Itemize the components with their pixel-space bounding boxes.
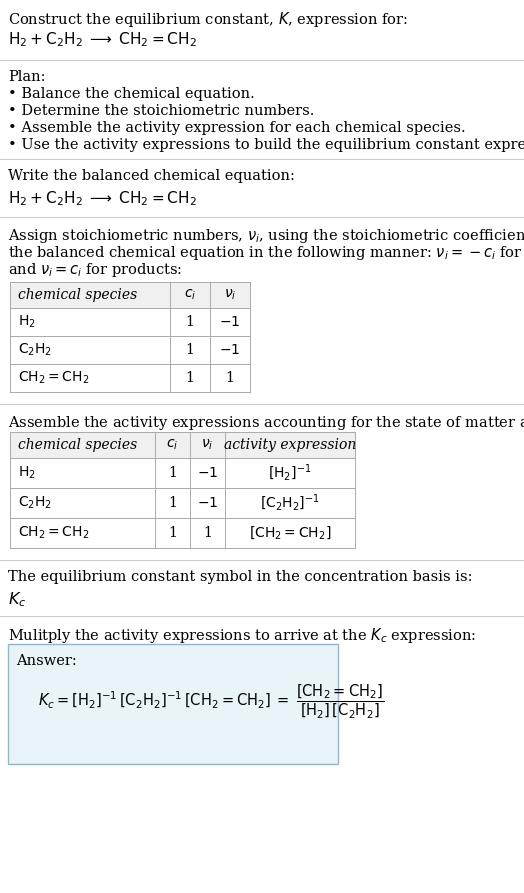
Text: 1: 1 xyxy=(185,343,194,357)
FancyBboxPatch shape xyxy=(8,644,338,764)
Text: • Use the activity expressions to build the equilibrium constant expression.: • Use the activity expressions to build … xyxy=(8,138,524,152)
Text: $c_i$: $c_i$ xyxy=(184,288,196,302)
FancyBboxPatch shape xyxy=(10,488,355,518)
Text: activity expression: activity expression xyxy=(224,438,356,452)
Text: $\rm H_2$: $\rm H_2$ xyxy=(18,313,36,330)
FancyBboxPatch shape xyxy=(10,432,355,458)
Text: $\rm CH_2{=}CH_2$: $\rm CH_2{=}CH_2$ xyxy=(18,370,90,386)
Text: $\rm H_2 + C_2H_2 \;\longrightarrow\; CH_2{=}CH_2$: $\rm H_2 + C_2H_2 \;\longrightarrow\; CH… xyxy=(8,189,196,208)
Text: Construct the equilibrium constant, $K$, expression for:: Construct the equilibrium constant, $K$,… xyxy=(8,10,408,29)
Text: Assign stoichiometric numbers, $\nu_i$, using the stoichiometric coefficients, $: Assign stoichiometric numbers, $\nu_i$, … xyxy=(8,227,524,245)
FancyBboxPatch shape xyxy=(10,308,250,336)
Text: $-1$: $-1$ xyxy=(197,466,218,480)
Text: $[\rm C_2H_2]^{-1}$: $[\rm C_2H_2]^{-1}$ xyxy=(260,493,320,513)
Text: $\rm C_2H_2$: $\rm C_2H_2$ xyxy=(18,495,52,511)
FancyBboxPatch shape xyxy=(10,336,250,364)
Text: and $\nu_i = c_i$ for products:: and $\nu_i = c_i$ for products: xyxy=(8,261,182,279)
Text: Plan:: Plan: xyxy=(8,70,46,84)
Text: the balanced chemical equation in the following manner: $\nu_i = -c_i$ for react: the balanced chemical equation in the fo… xyxy=(8,244,524,262)
Text: Mulitply the activity expressions to arrive at the $K_c$ expression:: Mulitply the activity expressions to arr… xyxy=(8,626,476,645)
Text: $[\rm H_2]^{-1}$: $[\rm H_2]^{-1}$ xyxy=(268,463,312,483)
Text: chemical species: chemical species xyxy=(18,438,137,452)
FancyBboxPatch shape xyxy=(10,282,250,308)
Text: The equilibrium constant symbol in the concentration basis is:: The equilibrium constant symbol in the c… xyxy=(8,570,473,584)
Text: $K_c$: $K_c$ xyxy=(8,590,26,609)
Text: Answer:: Answer: xyxy=(16,654,77,668)
Text: • Balance the chemical equation.: • Balance the chemical equation. xyxy=(8,87,255,101)
Text: 1: 1 xyxy=(185,315,194,329)
Text: 1: 1 xyxy=(168,466,177,480)
Text: $\nu_i$: $\nu_i$ xyxy=(201,438,214,452)
Text: $\rm CH_2{=}CH_2$: $\rm CH_2{=}CH_2$ xyxy=(18,525,90,541)
Text: • Determine the stoichiometric numbers.: • Determine the stoichiometric numbers. xyxy=(8,104,314,118)
Text: $c_i$: $c_i$ xyxy=(166,438,179,452)
Text: $-1$: $-1$ xyxy=(220,315,241,329)
Text: 1: 1 xyxy=(185,371,194,385)
Text: 1: 1 xyxy=(168,526,177,540)
Text: 1: 1 xyxy=(168,496,177,510)
FancyBboxPatch shape xyxy=(10,364,250,392)
Text: $-1$: $-1$ xyxy=(220,343,241,357)
Text: $\nu_i$: $\nu_i$ xyxy=(224,288,236,302)
Text: Assemble the activity expressions accounting for the state of matter and $\nu_i$: Assemble the activity expressions accoun… xyxy=(8,414,524,432)
Text: $\rm H_2 + C_2H_2 \;\longrightarrow\; CH_2{=}CH_2$: $\rm H_2 + C_2H_2 \;\longrightarrow\; CH… xyxy=(8,30,196,49)
Text: chemical species: chemical species xyxy=(18,288,137,302)
FancyBboxPatch shape xyxy=(10,518,355,548)
Text: $[\rm CH_2{=}CH_2]$: $[\rm CH_2{=}CH_2]$ xyxy=(249,524,331,541)
Text: Write the balanced chemical equation:: Write the balanced chemical equation: xyxy=(8,169,295,183)
Text: $\rm C_2H_2$: $\rm C_2H_2$ xyxy=(18,342,52,358)
Text: 1: 1 xyxy=(225,371,234,385)
Text: • Assemble the activity expression for each chemical species.: • Assemble the activity expression for e… xyxy=(8,121,466,135)
Text: $K_c = [\rm H_2]^{-1}\,[\rm C_2H_2]^{-1}\,[\rm CH_2{=}CH_2]\; =\; \dfrac{[\rm CH: $K_c = [\rm H_2]^{-1}\,[\rm C_2H_2]^{-1}… xyxy=(38,682,384,720)
FancyBboxPatch shape xyxy=(10,458,355,488)
Text: $-1$: $-1$ xyxy=(197,496,218,510)
Text: 1: 1 xyxy=(203,526,212,540)
Text: $\rm H_2$: $\rm H_2$ xyxy=(18,464,36,481)
